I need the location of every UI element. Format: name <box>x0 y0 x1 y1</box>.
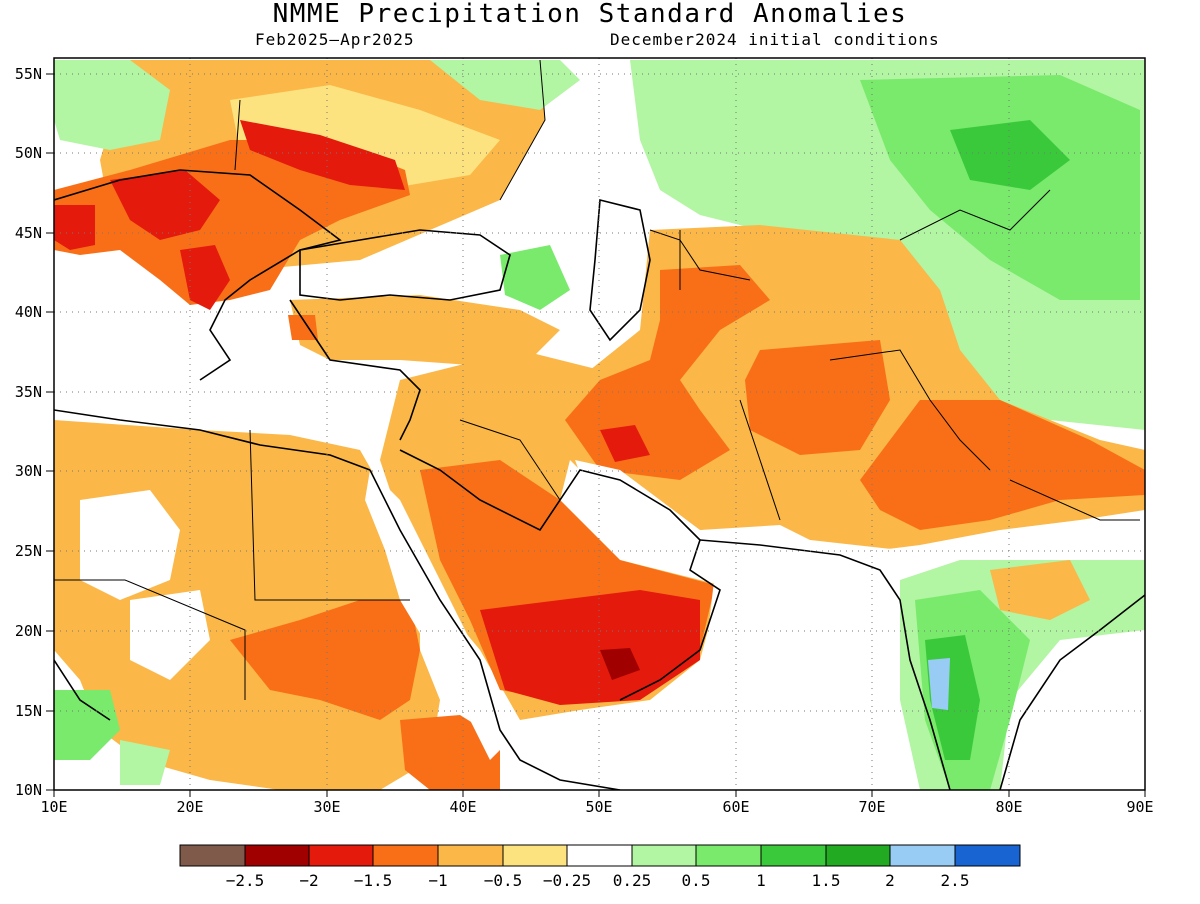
colorbar-swatch <box>437 844 504 867</box>
region-persian-gulf <box>575 460 700 545</box>
lon-tick: 40E <box>449 798 476 816</box>
lon-tick: 20E <box>176 798 203 816</box>
latitude-tick-marks <box>46 73 54 791</box>
colorbar-swatch <box>179 844 246 867</box>
colorbar-swatch <box>760 844 827 867</box>
region-iran-orange <box>565 265 770 480</box>
lon-tick: 50E <box>585 798 612 816</box>
map-title: NMME Precipitation Standard Anomalies <box>273 0 908 29</box>
region-caucasus-green <box>500 245 570 310</box>
lon-tick: 90E <box>1126 798 1153 816</box>
region-afghanistan <box>745 340 890 455</box>
colorbar-label: −0.5 <box>484 871 523 890</box>
region-east-europe-green <box>430 60 580 110</box>
region-yemen-core <box>600 648 640 680</box>
region-balkans-core <box>180 245 230 310</box>
region-kazakhstan-green <box>860 75 1140 300</box>
region-india-blue <box>928 658 950 710</box>
lat-tick: 30N <box>15 462 42 480</box>
colorbar-labels: −2.5 −2 −1.5 −1 −0.5 −0.25 0.25 0.5 1 1.… <box>226 871 970 890</box>
region-chad-white <box>130 590 210 680</box>
lon-tick: 70E <box>858 798 885 816</box>
region-ukraine-red <box>240 120 405 190</box>
lat-tick: 25N <box>15 542 42 560</box>
colorbar-label: 0.5 <box>682 871 711 890</box>
longitude-axis: 10E 20E 30E 40E 50E 60E 70E 80E 90E <box>40 798 1153 816</box>
region-ethiopia-orange <box>400 715 500 790</box>
region-arabian-sea <box>620 530 900 790</box>
colorbar-label: −1.5 <box>354 871 393 890</box>
colorbar-label: −2 <box>299 871 318 890</box>
lat-tick: 15N <box>15 702 42 720</box>
colorbar-swatch <box>954 844 1021 867</box>
colorbar-swatch <box>308 844 374 867</box>
colorbar-label: 1 <box>756 871 766 890</box>
season-label: Feb2025–Apr2025 <box>255 30 415 49</box>
lon-tick: 60E <box>722 798 749 816</box>
colorbar-swatch <box>244 844 310 867</box>
region-north-india <box>860 400 1145 530</box>
colorbar-swatch <box>889 844 956 867</box>
country-borders <box>54 59 1140 700</box>
region-yemen-red <box>480 590 700 705</box>
lat-tick: 20N <box>15 622 42 640</box>
region-sudan-orange <box>230 600 420 720</box>
colorbar-swatch <box>372 844 439 867</box>
colorbar-swatch <box>631 844 697 867</box>
colorbar-label: −1 <box>428 871 447 890</box>
region-turkey-red <box>288 315 318 340</box>
region-northwest-green <box>54 60 170 150</box>
region-kazakhstan-dark <box>950 120 1070 190</box>
colorbar-swatch <box>502 844 568 867</box>
colorbar-swatch <box>566 844 633 867</box>
coastlines <box>54 169 1145 790</box>
colorbar-swatch <box>695 844 762 867</box>
colorbar <box>179 844 1021 867</box>
lon-tick: 10E <box>40 798 67 816</box>
lat-tick: 45N <box>15 224 42 242</box>
region-sahel-green <box>54 690 120 760</box>
colorbar-label: 0.25 <box>613 871 652 890</box>
colorbar-label: 1.5 <box>812 871 841 890</box>
lat-tick: 35N <box>15 383 42 401</box>
longitude-tick-marks <box>53 790 1146 797</box>
lon-tick: 30E <box>313 798 340 816</box>
region-sahel-light-green <box>120 740 170 785</box>
map-grid <box>54 58 1145 790</box>
region-india-orange <box>990 560 1090 620</box>
latitude-axis: 10N 15N 20N 25N 30N 35N 40N 45N 50N 55N <box>15 65 42 799</box>
lon-tick: 80E <box>995 798 1022 816</box>
colorbar-label: 2 <box>885 871 895 890</box>
lat-tick: 50N <box>15 144 42 162</box>
colorbar-swatch <box>825 844 891 867</box>
region-italy-north <box>54 205 95 250</box>
region-carpathians <box>110 170 220 240</box>
lat-tick: 10N <box>15 781 42 799</box>
colorbar-label: −0.25 <box>543 871 591 890</box>
region-red-sea <box>365 470 510 760</box>
region-iran-red <box>600 425 650 462</box>
colorbar-label: −2.5 <box>226 871 265 890</box>
initial-conditions-label: December2024 initial conditions <box>610 30 940 49</box>
lat-tick: 55N <box>15 65 42 83</box>
region-libya-white <box>80 490 180 600</box>
lat-tick: 40N <box>15 303 42 321</box>
anomaly-map <box>54 58 1145 790</box>
colorbar-label: 2.5 <box>941 871 970 890</box>
